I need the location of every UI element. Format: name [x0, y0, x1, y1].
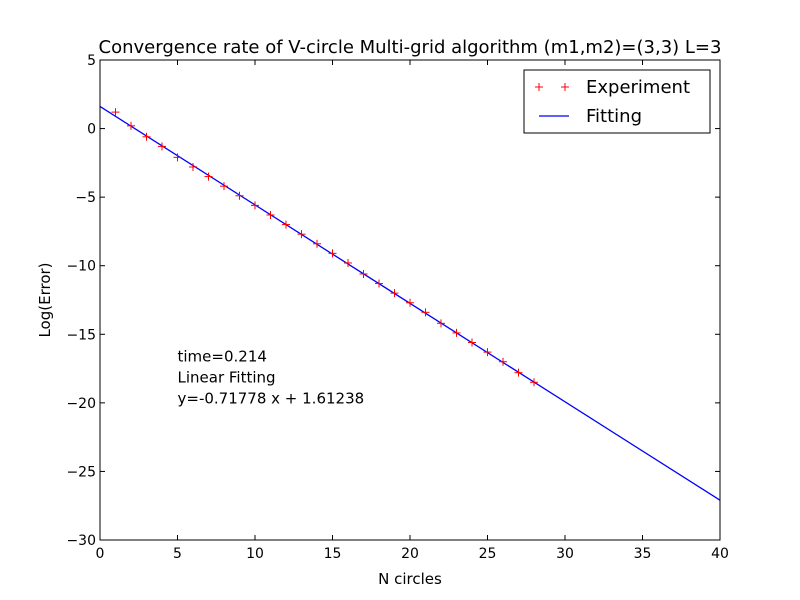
experiment-point [421, 308, 430, 317]
y-tick-label: −10 [66, 259, 96, 275]
y-tick-label: −30 [66, 533, 96, 549]
experiment-point [251, 201, 259, 210]
experiment-point [282, 220, 290, 229]
ticks-layer: 0 5 10 15 20 25 30 35 40 5 0 −5 −10 −15 −20 −25 −30 [66, 53, 728, 562]
legend-marker-experiment [535, 83, 569, 91]
y-tick-label: 0 [87, 122, 96, 138]
experiment-point [375, 279, 383, 288]
experiment-point [328, 249, 337, 258]
legend: Experiment Fitting [523, 69, 711, 134]
y-tick-label: 5 [87, 53, 96, 69]
experiment-point [530, 378, 538, 387]
x-tick-label: 30 [556, 546, 574, 562]
x-tick-label: 5 [173, 546, 182, 562]
experiment-point [514, 368, 523, 377]
x-tick-label: 25 [479, 546, 497, 562]
experiment-point [344, 258, 352, 267]
experiment-point [390, 289, 399, 298]
plot-area: 0 5 10 15 20 25 30 35 40 5 0 −5 −10 −15 −20 −25 −30 [66, 53, 728, 562]
experiment-point [499, 357, 507, 366]
experiment-point [406, 298, 414, 307]
experiment-point [483, 348, 492, 357]
experiment-point [452, 328, 461, 337]
x-tick-label: 35 [634, 546, 652, 562]
experiment-point [127, 121, 135, 130]
x-tick-label: 10 [246, 546, 264, 562]
experiment-point [204, 172, 213, 181]
y-tick-label: −25 [66, 464, 96, 480]
x-tick-label: 0 [96, 546, 105, 562]
experiment-point [297, 230, 306, 239]
experiment-point [437, 319, 445, 328]
experiment-point [313, 239, 321, 248]
experiment-point [158, 142, 166, 151]
annotation-line-equation: y=-0.71778 x + 1.61238 [178, 390, 365, 408]
experiment-point [235, 191, 244, 200]
legend-label-experiment: Experiment [586, 77, 690, 98]
y-tick-label: −20 [66, 396, 96, 412]
experiment-point [266, 210, 275, 219]
annotation-line-method: Linear Fitting [178, 369, 276, 387]
experiment-point [189, 162, 197, 171]
experiment-point [173, 153, 182, 162]
experiment-point [468, 338, 476, 347]
experiment-point [111, 108, 120, 117]
chart-title: Convergence rate of V-circle Multi-grid … [99, 37, 722, 58]
y-tick-label: −5 [75, 190, 96, 206]
experiment-point [142, 132, 151, 141]
annotation-line-time: time=0.214 [178, 348, 267, 366]
experiment-point [359, 269, 368, 278]
x-axis-label: N circles [378, 570, 442, 588]
legend-box [523, 69, 711, 134]
series-layer [99, 105, 721, 501]
y-tick-label: −15 [66, 327, 96, 343]
fit-annotation: time=0.214 Linear Fitting y=-0.71778 x +… [178, 348, 365, 408]
legend-label-fitting: Fitting [586, 106, 642, 127]
x-tick-label: 20 [401, 546, 419, 562]
y-axis-label: Log(Error) [36, 262, 54, 337]
experiment-point [220, 182, 228, 191]
x-tick-label: 40 [711, 546, 729, 562]
x-tick-label: 15 [324, 546, 342, 562]
